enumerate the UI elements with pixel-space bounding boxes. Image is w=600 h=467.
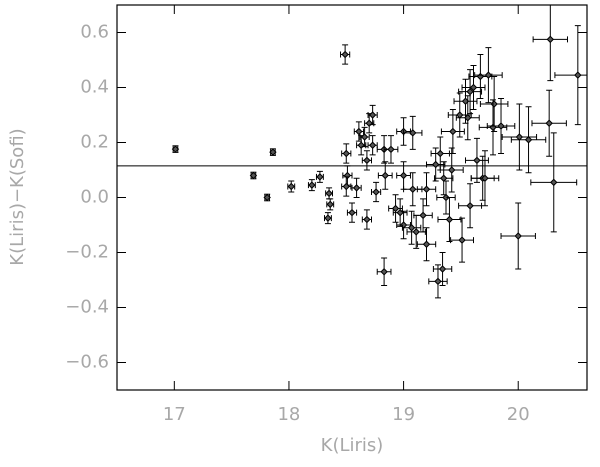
point	[409, 129, 417, 137]
point	[448, 166, 456, 174]
point	[473, 156, 481, 165]
point	[326, 200, 334, 209]
point	[436, 149, 444, 158]
point	[489, 123, 497, 132]
point	[325, 189, 333, 198]
point	[449, 127, 457, 136]
x-axis-label: K(Liris)	[321, 435, 384, 456]
point	[263, 193, 271, 202]
point	[360, 133, 369, 141]
point	[352, 184, 361, 192]
point	[387, 145, 395, 154]
point	[355, 127, 363, 136]
point	[342, 149, 350, 158]
point	[357, 141, 365, 149]
y-axis-label: K(Liris)−K(Sofi)	[7, 128, 28, 265]
point	[308, 181, 316, 189]
x-tick-label: 17	[163, 404, 186, 425]
point	[368, 141, 377, 149]
point	[431, 160, 440, 169]
plot-frame	[116, 4, 588, 391]
point	[422, 185, 431, 193]
point	[514, 232, 522, 240]
point	[381, 171, 389, 180]
point	[438, 265, 447, 273]
point	[348, 208, 356, 217]
x-tick-label: 20	[507, 404, 530, 425]
point	[372, 188, 380, 196]
point	[343, 171, 352, 180]
point	[171, 145, 180, 153]
point	[439, 174, 448, 182]
point	[497, 122, 505, 130]
point	[524, 136, 533, 144]
point	[419, 211, 427, 220]
point	[399, 171, 408, 180]
point	[363, 156, 371, 165]
point	[442, 193, 450, 202]
point	[342, 182, 350, 191]
point	[399, 221, 408, 229]
point	[269, 148, 277, 156]
x-tick-label: 19	[392, 404, 415, 425]
y-tick-label: 0.0	[80, 187, 109, 208]
point	[287, 182, 295, 191]
point	[515, 133, 524, 141]
point	[469, 83, 478, 92]
point	[412, 228, 420, 236]
point	[545, 119, 553, 127]
point	[249, 171, 258, 180]
point	[456, 111, 464, 119]
point	[324, 214, 332, 222]
point	[422, 240, 431, 248]
point	[574, 71, 582, 79]
plot-area	[117, 5, 587, 299]
point	[434, 277, 442, 286]
point	[380, 268, 388, 276]
point	[546, 35, 555, 44]
point	[481, 174, 489, 182]
point	[484, 71, 493, 79]
point	[550, 178, 558, 187]
point	[407, 224, 416, 232]
point	[363, 215, 371, 224]
point	[445, 215, 454, 224]
point	[316, 173, 324, 181]
point	[365, 119, 373, 127]
point	[391, 204, 400, 213]
point	[466, 202, 474, 210]
y-tick-label: −0.4	[65, 297, 109, 318]
point	[458, 236, 466, 244]
point	[409, 185, 417, 193]
x-tick-label: 18	[277, 404, 300, 425]
point	[490, 100, 498, 108]
point	[466, 87, 474, 96]
y-tick-label: 0.6	[80, 22, 109, 43]
y-tick-label: −0.6	[65, 352, 109, 373]
y-tick-label: 0.4	[80, 77, 109, 98]
y-tick-label: 0.2	[80, 132, 109, 153]
point	[368, 111, 377, 119]
point	[476, 72, 485, 81]
point	[464, 114, 472, 122]
y-tick-label: −0.2	[65, 242, 109, 263]
point	[341, 50, 349, 59]
